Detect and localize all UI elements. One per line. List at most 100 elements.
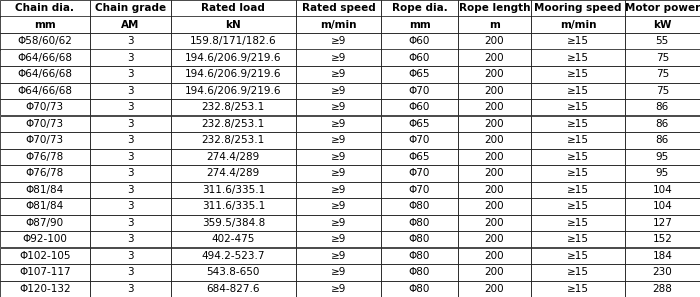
Bar [531, 280, 624, 297]
Text: ≥15: ≥15 [567, 284, 589, 294]
Bar [382, 33, 458, 50]
Bar [624, 280, 700, 297]
Text: Φ76/78: Φ76/78 [26, 168, 64, 178]
Text: 3: 3 [127, 234, 134, 244]
Text: 311.6/335.1: 311.6/335.1 [202, 201, 265, 211]
Text: 104: 104 [652, 185, 672, 195]
Bar [171, 148, 296, 165]
Bar [171, 17, 296, 33]
Text: 200: 200 [484, 251, 504, 261]
Text: Motor power: Motor power [624, 3, 700, 13]
Text: ≥15: ≥15 [567, 119, 589, 129]
Bar [458, 181, 531, 198]
Bar [296, 116, 382, 132]
Text: ≥15: ≥15 [567, 267, 589, 277]
Bar [458, 198, 531, 214]
Bar [90, 231, 171, 247]
Bar [458, 280, 531, 297]
Bar [90, 181, 171, 198]
Bar [171, 280, 296, 297]
Bar [171, 214, 296, 231]
Bar [624, 165, 700, 181]
Text: 55: 55 [656, 36, 669, 46]
Bar [624, 231, 700, 247]
Bar [531, 214, 624, 231]
Text: Rope dia.: Rope dia. [392, 3, 447, 13]
Text: Φ64/66/68: Φ64/66/68 [18, 53, 72, 63]
Bar [0, 83, 90, 99]
Bar [0, 99, 90, 116]
Text: 3: 3 [127, 86, 134, 96]
Bar [531, 132, 624, 148]
Bar [382, 148, 458, 165]
Text: 684-827.6: 684-827.6 [206, 284, 260, 294]
Text: 3: 3 [127, 36, 134, 46]
Bar [531, 33, 624, 50]
Bar [90, 66, 171, 83]
Text: 184: 184 [652, 251, 672, 261]
Bar [382, 83, 458, 99]
Bar [531, 17, 624, 33]
Bar [624, 198, 700, 214]
Bar [90, 247, 171, 264]
Bar [90, 165, 171, 181]
Text: 200: 200 [484, 218, 504, 228]
Text: Φ80: Φ80 [409, 267, 430, 277]
Text: ≥15: ≥15 [567, 234, 589, 244]
Text: ≥15: ≥15 [567, 135, 589, 145]
Text: 75: 75 [656, 86, 669, 96]
Bar [296, 17, 382, 33]
Bar [531, 83, 624, 99]
Text: Φ70/73: Φ70/73 [26, 119, 64, 129]
Text: Chain dia.: Chain dia. [15, 3, 74, 13]
Bar [296, 280, 382, 297]
Bar [624, 181, 700, 198]
Text: Φ80: Φ80 [409, 218, 430, 228]
Text: 200: 200 [484, 234, 504, 244]
Bar [0, 66, 90, 83]
Text: ≥9: ≥9 [331, 36, 346, 46]
Text: 159.8/171/182.6: 159.8/171/182.6 [190, 36, 276, 46]
Text: Φ81/84: Φ81/84 [26, 185, 64, 195]
Text: Φ70: Φ70 [409, 86, 430, 96]
Text: m/min: m/min [321, 20, 357, 30]
Text: ≥15: ≥15 [567, 251, 589, 261]
Text: ≥15: ≥15 [567, 86, 589, 96]
Text: 127: 127 [652, 218, 672, 228]
Bar [531, 198, 624, 214]
Bar [90, 99, 171, 116]
Bar [171, 132, 296, 148]
Text: 200: 200 [484, 53, 504, 63]
Text: 230: 230 [652, 267, 672, 277]
Text: 200: 200 [484, 185, 504, 195]
Text: 86: 86 [656, 119, 669, 129]
Bar [90, 116, 171, 132]
Bar [0, 50, 90, 66]
Bar [531, 0, 624, 17]
Text: Chain grade: Chain grade [94, 3, 166, 13]
Bar [382, 231, 458, 247]
Bar [296, 165, 382, 181]
Bar [171, 83, 296, 99]
Bar [531, 99, 624, 116]
Text: ≥9: ≥9 [331, 102, 346, 112]
Bar [458, 231, 531, 247]
Text: 3: 3 [127, 69, 134, 79]
Text: 3: 3 [127, 53, 134, 63]
Text: Φ80: Φ80 [409, 284, 430, 294]
Text: Φ65: Φ65 [409, 69, 430, 79]
Bar [382, 0, 458, 17]
Bar [624, 116, 700, 132]
Bar [296, 132, 382, 148]
Text: 200: 200 [484, 36, 504, 46]
Bar [382, 99, 458, 116]
Text: 200: 200 [484, 119, 504, 129]
Text: 194.6/206.9/219.6: 194.6/206.9/219.6 [185, 69, 281, 79]
Text: 3: 3 [127, 102, 134, 112]
Bar [0, 247, 90, 264]
Bar [458, 17, 531, 33]
Text: ≥9: ≥9 [331, 135, 346, 145]
Bar [0, 165, 90, 181]
Bar [382, 181, 458, 198]
Bar [531, 247, 624, 264]
